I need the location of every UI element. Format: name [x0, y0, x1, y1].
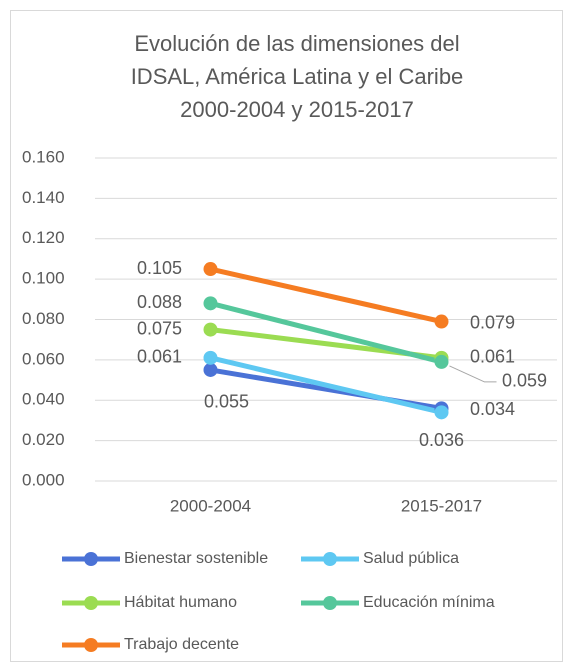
chart-title: Evolución de las dimensiones del	[134, 31, 459, 56]
legend-marker	[84, 638, 98, 652]
legend-label: Educación mínima	[363, 594, 495, 611]
point-marker	[203, 350, 218, 365]
y-tick-label: 0.160	[22, 147, 65, 166]
y-tick-label: 0.000	[22, 470, 65, 489]
legend-label: Hábitat humano	[124, 594, 237, 611]
point-marker	[203, 362, 218, 377]
x-tick-label: 2000-2004	[170, 496, 251, 515]
chart-border	[10, 10, 563, 662]
legend-marker	[84, 596, 98, 610]
data-label: 0.105	[137, 258, 182, 278]
data-label: 0.059	[502, 371, 547, 391]
point-marker	[203, 262, 218, 277]
y-tick-label: 0.020	[22, 430, 65, 449]
chart-title: IDSAL, América Latina y el Caribe	[131, 64, 464, 89]
legend-label: Trabajo decente	[124, 636, 239, 653]
data-label: 0.061	[470, 347, 515, 367]
y-tick-label: 0.040	[22, 390, 65, 409]
legend-label: Salud pública	[363, 550, 459, 567]
x-tick-label: 2015-2017	[401, 496, 482, 515]
chart-title: 2000-2004 y 2015-2017	[180, 97, 414, 122]
legend-marker	[323, 552, 337, 566]
y-tick-label: 0.100	[22, 269, 65, 288]
legend-marker	[323, 596, 337, 610]
point-marker	[203, 322, 218, 337]
y-tick-label: 0.080	[22, 309, 65, 328]
y-tick-label: 0.120	[22, 228, 65, 247]
y-tick-label: 0.140	[22, 188, 65, 207]
data-label: 0.088	[137, 292, 182, 312]
point-marker	[434, 405, 449, 420]
point-marker	[434, 314, 449, 329]
point-marker	[203, 296, 218, 311]
data-label: 0.061	[137, 347, 182, 367]
data-label: 0.034	[470, 399, 515, 419]
legend-label: Bienestar sostenible	[124, 550, 268, 567]
series-line	[208, 355, 444, 415]
point-marker	[434, 354, 449, 369]
legend-marker	[84, 552, 98, 566]
series-line	[208, 300, 444, 365]
series-line	[208, 266, 444, 325]
data-label: 0.055	[204, 392, 249, 412]
data-label: 0.036	[419, 430, 464, 450]
data-label: 0.079	[470, 312, 515, 332]
leader-line	[449, 365, 497, 383]
data-label: 0.075	[137, 318, 182, 338]
y-tick-label: 0.060	[22, 349, 65, 368]
